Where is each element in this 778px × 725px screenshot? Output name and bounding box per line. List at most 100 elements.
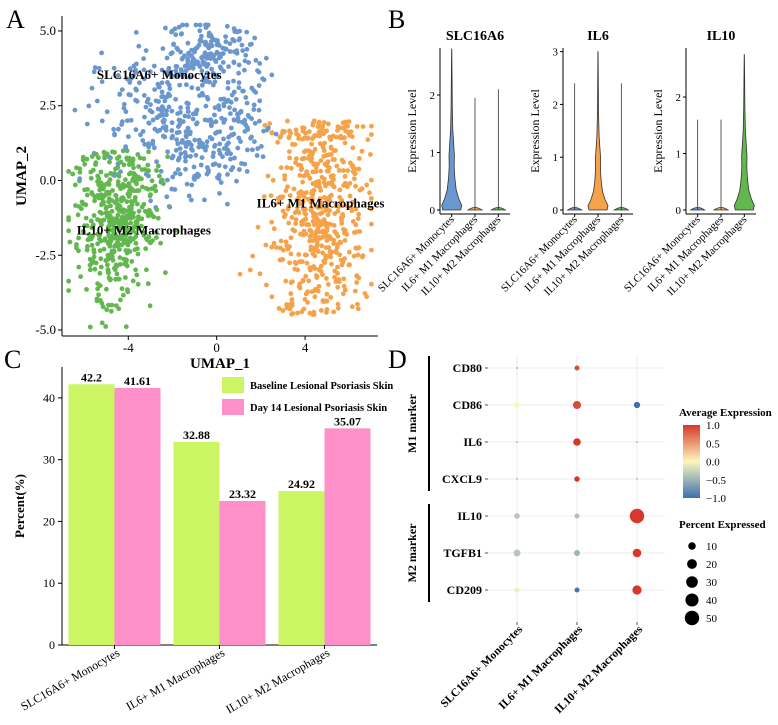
umap-point: [182, 63, 188, 69]
umap-point: [328, 294, 334, 300]
umap-point: [129, 206, 134, 211]
umap-point: [141, 67, 147, 73]
umap-point: [185, 40, 191, 46]
umap-point: [315, 236, 321, 242]
umap-point: [159, 177, 165, 183]
umap-point: [285, 184, 290, 190]
dot-gene-label: CD80: [453, 361, 482, 375]
umap-point: [193, 152, 199, 158]
umap-point: [306, 129, 312, 135]
cluster-label: IL10+ M2 Macrophages: [77, 222, 211, 237]
umap-point: [127, 159, 133, 165]
umap-point: [158, 168, 164, 174]
umap-point: [209, 136, 215, 142]
umap-point: [321, 120, 327, 125]
umap-point: [98, 256, 104, 262]
umap-point: [256, 107, 262, 113]
umap-point: [212, 112, 217, 118]
umap-point: [244, 29, 250, 35]
umap-point: [109, 248, 115, 254]
umap-point: [199, 90, 205, 96]
umap-point: [293, 127, 299, 133]
umap-point: [125, 134, 131, 140]
umap-point: [251, 107, 257, 112]
umap-point: [95, 193, 101, 198]
umap-point: [66, 288, 71, 293]
umap-point: [225, 85, 231, 91]
umap-point: [143, 48, 149, 53]
umap-point: [131, 214, 136, 220]
umap-point: [210, 70, 216, 76]
umap-point: [112, 220, 118, 226]
umap-point: [121, 292, 126, 298]
umap-point: [123, 177, 128, 183]
umap-point: [87, 267, 93, 273]
umap-point: [123, 324, 129, 330]
umap-point: [204, 64, 210, 69]
umap-point: [98, 264, 104, 270]
umap-point: [206, 33, 212, 39]
umap-point: [94, 298, 100, 304]
dot: [516, 441, 518, 443]
umap-point: [317, 211, 323, 217]
umap-point: [178, 105, 184, 110]
umap-point: [278, 238, 284, 244]
umap-point: [66, 215, 71, 221]
umap-point: [244, 169, 250, 174]
umap-point: [174, 45, 180, 51]
umap-point: [305, 300, 310, 305]
umap-point: [251, 102, 257, 108]
legend-label: Baseline Lesional Psoriasis Skin: [250, 381, 393, 392]
umap-point: [183, 133, 189, 139]
umap-point: [178, 151, 184, 157]
umap-point: [180, 56, 185, 61]
size-legend-label: 40: [706, 595, 718, 607]
umap-point: [228, 125, 234, 131]
umap-point: [112, 131, 117, 137]
umap-point: [238, 108, 244, 114]
umap-point: [192, 137, 198, 143]
umap-point: [227, 41, 233, 46]
dot-gene-label: IL10: [457, 509, 482, 523]
umap-point: [339, 262, 345, 268]
umap-point: [239, 42, 245, 48]
umap-point: [66, 169, 71, 174]
umap-point: [123, 109, 129, 115]
dot: [636, 441, 638, 443]
umap-point: [116, 234, 121, 240]
umap-point: [114, 215, 120, 221]
umap-point: [173, 170, 178, 176]
umap-point: [269, 294, 275, 300]
umap-point: [91, 250, 97, 255]
umap-point: [98, 169, 104, 175]
umap-point: [141, 201, 147, 207]
umap-point: [257, 98, 263, 104]
umap-point: [286, 134, 292, 140]
umap-point: [277, 257, 283, 263]
dot: [574, 476, 580, 482]
bar-y-tick-label: 0: [49, 638, 55, 652]
umap-point: [93, 162, 98, 167]
umap-point: [180, 22, 185, 28]
umap-point: [196, 42, 202, 48]
umap-point: [134, 98, 140, 104]
umap-point: [268, 193, 274, 199]
umap-point: [280, 128, 286, 134]
umap-point: [281, 247, 286, 253]
umap-point: [158, 240, 164, 246]
bar-value-label: 24.92: [288, 477, 315, 491]
umap-point: [296, 162, 301, 168]
umap-point: [111, 65, 117, 71]
umap-point: [340, 291, 346, 297]
umap-point: [331, 241, 337, 247]
umap-point: [301, 173, 307, 179]
umap-point: [115, 73, 121, 78]
umap-point: [312, 253, 318, 259]
umap-point: [112, 244, 117, 249]
umap-point: [354, 124, 360, 129]
color-legend-tick: 1.0: [706, 420, 720, 432]
umap-point: [118, 169, 123, 175]
umap-point: [100, 186, 106, 192]
umap-point: [334, 163, 340, 169]
umap-point: [341, 283, 347, 289]
